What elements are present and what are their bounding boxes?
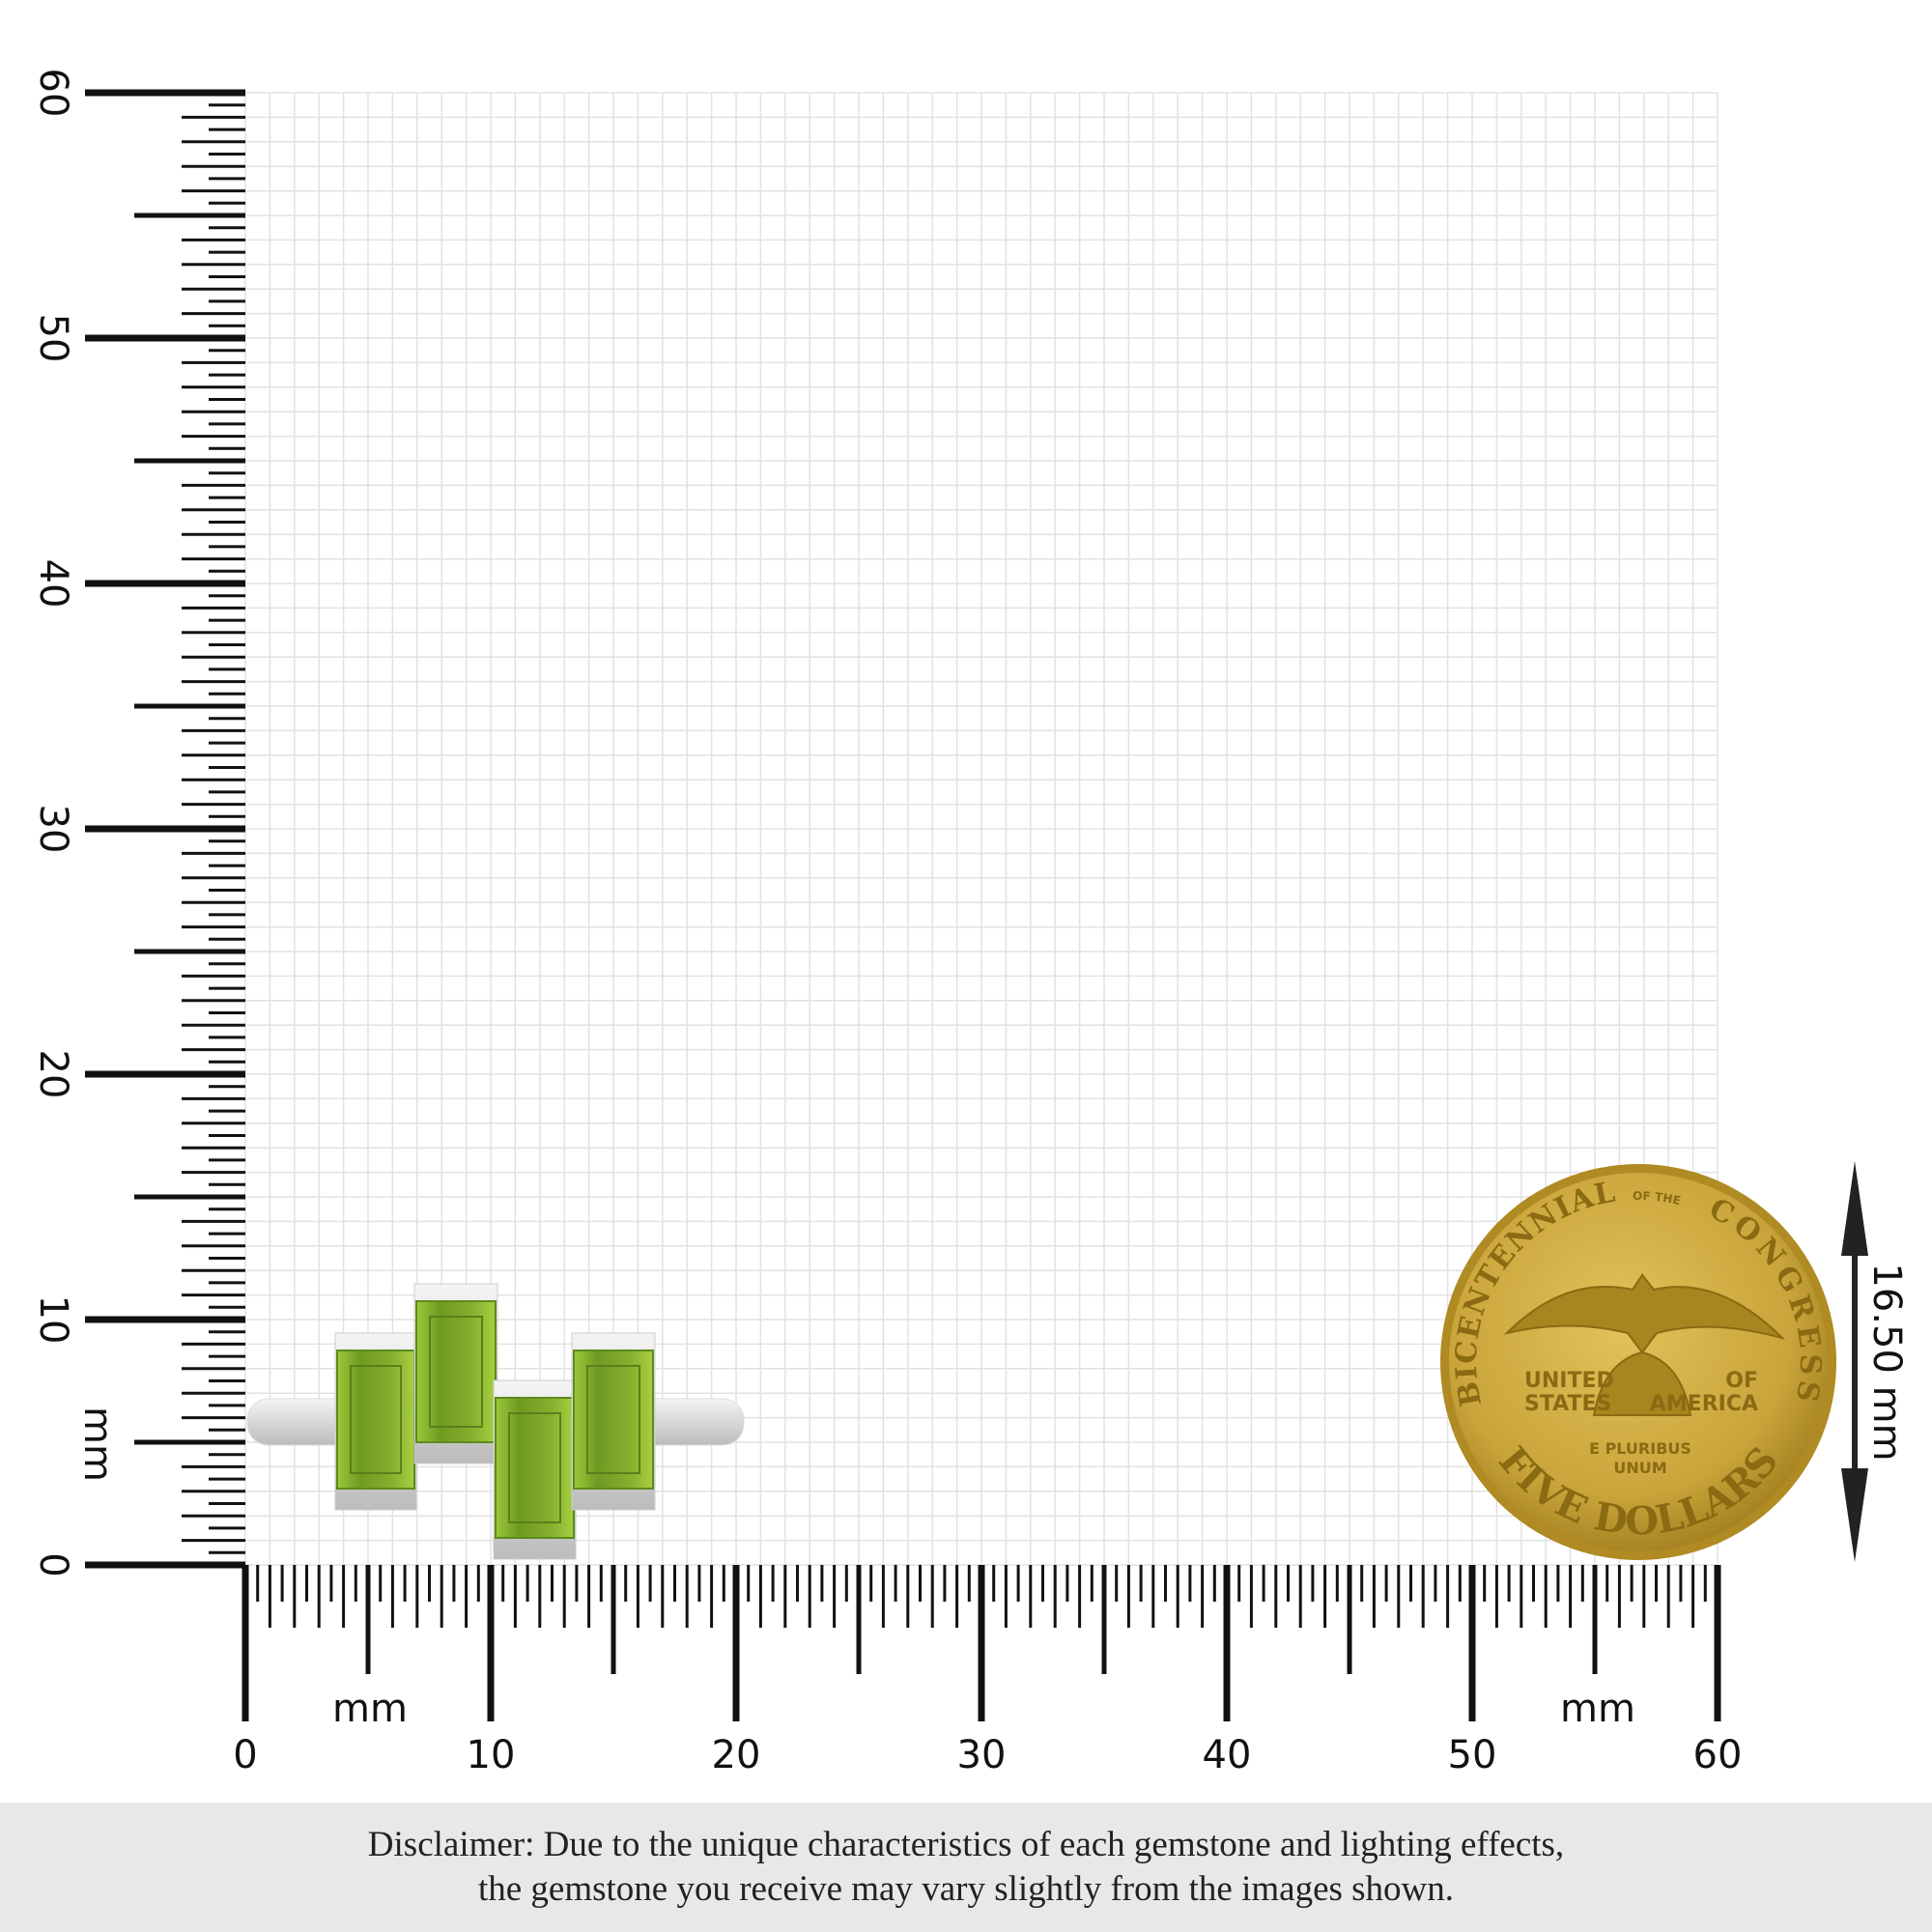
y-label-60: 60 — [31, 69, 75, 118]
gem-stone — [336, 1350, 415, 1490]
ring — [246, 1283, 745, 1560]
y-label-40: 40 — [31, 559, 75, 609]
y-label-0: 0 — [31, 1552, 75, 1577]
coin-motto-2: UNUM — [1613, 1459, 1666, 1477]
coin-motto-1: E PLURIBUS — [1589, 1439, 1691, 1458]
dimension-label: 16.50 mm — [1864, 1263, 1909, 1461]
coin-states: STATES — [1524, 1392, 1611, 1416]
x-label-60: 60 — [1693, 1733, 1743, 1777]
coin-of: OF — [1725, 1369, 1758, 1393]
y-label-20: 20 — [31, 1050, 75, 1099]
gem-facet — [508, 1412, 561, 1523]
y-label-30: 30 — [31, 805, 75, 854]
grid — [244, 92, 1719, 1566]
x-label-40: 40 — [1203, 1733, 1252, 1777]
disclaimer-line-1: Disclaimer: Due to the unique characteri… — [367, 1825, 1565, 1864]
x-unit-label-left: mm — [332, 1687, 408, 1731]
ruler-labels: 0 10 20 30 40 50 60 mm mm 0102030405060 … — [31, 69, 1742, 1777]
gem-facet — [586, 1365, 640, 1474]
x-label-0: 0 — [233, 1733, 257, 1777]
disclaimer: Disclaimer: Due to the unique characteri… — [0, 1803, 1932, 1932]
gem-facet — [429, 1316, 483, 1428]
x-label-10: 10 — [467, 1733, 516, 1777]
gem-stone — [573, 1350, 654, 1490]
x-label-30: 30 — [957, 1733, 1007, 1777]
coin: BICENTENNIAL OF THE CONGRESS UNITED STAT… — [1440, 1164, 1836, 1560]
disclaimer-line-2: the gemstone you receive may vary slight… — [477, 1869, 1455, 1909]
coin-america: AMERICA — [1650, 1392, 1758, 1416]
gem-stone — [415, 1300, 497, 1443]
y-label-50: 50 — [31, 314, 75, 363]
dimension-arrow — [1841, 1161, 1868, 1562]
x-label-20: 20 — [712, 1733, 761, 1777]
y-unit-label: mm — [75, 1406, 120, 1482]
coin-united: UNITED — [1524, 1369, 1614, 1393]
ruler-ticks — [85, 89, 1721, 1721]
x-label-50: 50 — [1448, 1733, 1497, 1777]
x-unit-label-right: mm — [1560, 1687, 1635, 1731]
y-label-10: 10 — [31, 1295, 75, 1345]
eagle-icon — [1503, 1273, 1786, 1416]
gem-stone — [495, 1397, 575, 1539]
gem-facet — [350, 1365, 402, 1474]
